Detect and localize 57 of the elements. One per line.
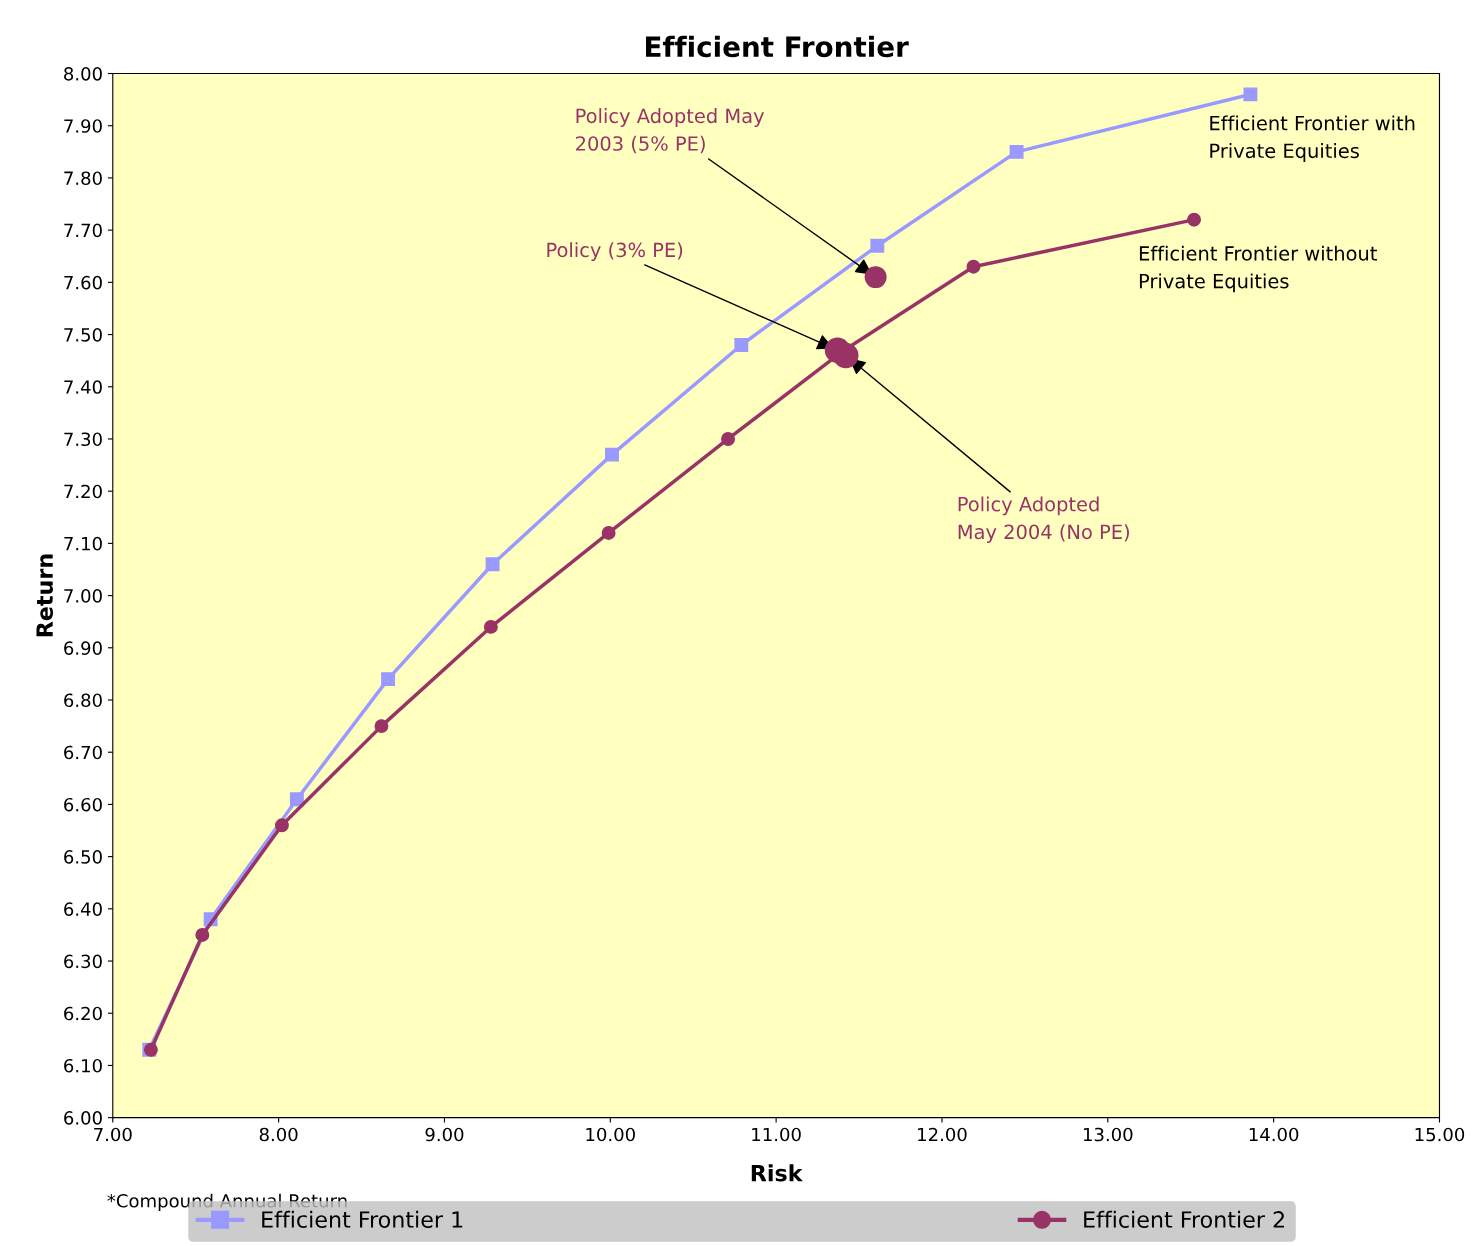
y-tick-label: 6.90 [64, 641, 102, 655]
y-tick-label: 7.80 [64, 171, 102, 186]
x-tick-label: 14.00 [1249, 1127, 1299, 1142]
x-tick-label: 15.00 [1415, 1127, 1465, 1142]
x-tick-label: 7.00 [94, 1127, 132, 1142]
point [1187, 212, 1201, 227]
point [485, 557, 500, 572]
legend-label: Efficient Frontier 2 [1084, 1210, 1284, 1228]
point [721, 432, 735, 446]
y-tick-label: 6.50 [64, 850, 102, 864]
y-tick-label: 6.40 [64, 902, 102, 916]
point [601, 525, 616, 540]
x-axis-title: Risk [751, 1164, 803, 1182]
x-tick-label: 8.00 [259, 1127, 298, 1142]
point [381, 672, 396, 687]
y-tick-label: 6.20 [64, 1006, 102, 1021]
point [1243, 87, 1258, 102]
annotation: Efficient Frontier with Private Equities [1210, 115, 1415, 162]
point [605, 447, 619, 462]
x-tick-label: 12.00 [918, 1127, 967, 1142]
point [274, 818, 289, 833]
point [734, 338, 749, 352]
y-tick-label: 7.10 [64, 536, 102, 551]
y-axis-title: Return [36, 554, 53, 637]
y-tick-label: 7.30 [64, 432, 102, 447]
point [966, 259, 981, 274]
x-tick-label: 9.00 [425, 1127, 464, 1142]
annotation: Policy (3% PE) [547, 242, 683, 262]
y-tick-label: 7.60 [64, 275, 102, 290]
y-tick-label: 6.60 [64, 797, 102, 812]
y-tick-label: 7.70 [64, 223, 102, 238]
y-tick-label: 6.10 [64, 1058, 102, 1073]
y-tick-label: 7.20 [64, 484, 102, 499]
legend-label: Efficient Frontier 1 [262, 1210, 463, 1228]
y-tick-label: 6.70 [64, 745, 102, 760]
chart-title: Efficient Frontier [646, 35, 909, 58]
point [195, 927, 210, 942]
annotation: Policy Adopted May 2003 (5% PE) [576, 108, 765, 154]
y-tick-label: 8.00 [64, 66, 102, 81]
x-tick-label: 13.00 [1083, 1127, 1133, 1142]
y-tick-label: 6.00 [64, 1111, 102, 1125]
annotation: Policy Adopted May 2004 (No PE) [958, 496, 1129, 543]
y-tick-label: 7.90 [64, 119, 102, 133]
x-tick-label: 10.00 [586, 1127, 635, 1142]
point [374, 719, 389, 734]
point [289, 792, 304, 807]
point [833, 342, 859, 369]
y-tick-label: 7.50 [64, 328, 102, 342]
x-tick-label: 11.00 [752, 1127, 801, 1142]
point [870, 238, 885, 253]
point [1009, 144, 1024, 159]
point [483, 619, 498, 634]
y-tick-label: 7.40 [64, 380, 102, 394]
y-tick-label: 7.00 [64, 589, 102, 603]
y-tick-label: 6.80 [64, 693, 102, 708]
y-tick-label: 6.30 [64, 954, 102, 969]
annotation: Efficient Frontier without Private Equities [1139, 245, 1377, 293]
